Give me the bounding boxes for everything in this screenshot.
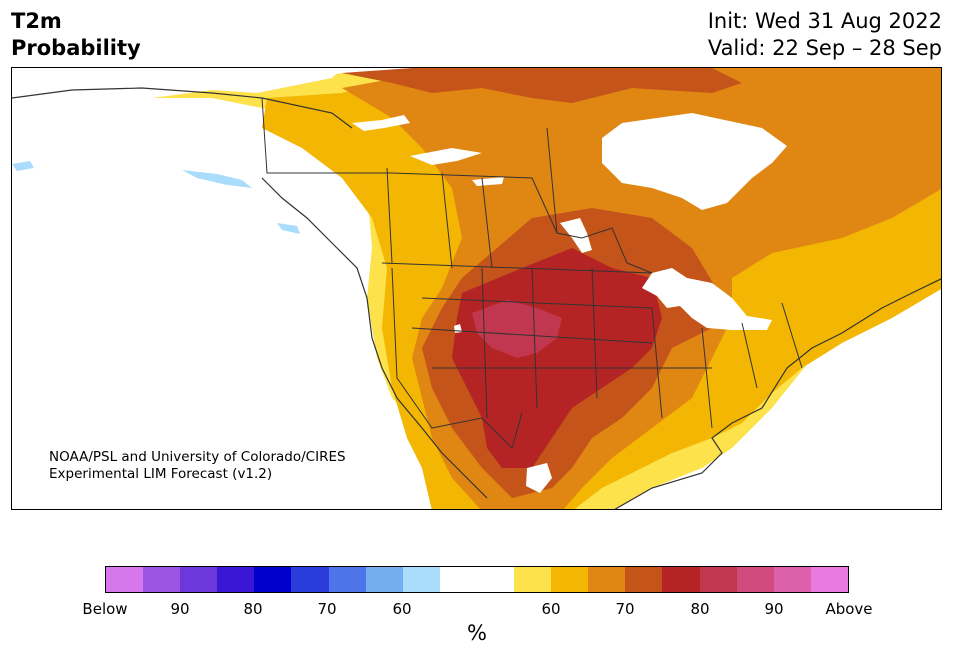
colorbar-segment [439,567,477,592]
colorbar-segment [106,567,144,592]
great-lakes [642,268,772,330]
colorbar-segment [476,567,515,592]
colorbar-tick-label: 60 [392,600,412,618]
great-slave-lake [410,148,482,165]
figure-title: T2m Probability [11,8,141,62]
credit-line-1: NOAA/PSL and University of Colorado/CIRE… [49,449,346,465]
hudson-bay [602,113,787,210]
colorbar-segment [514,567,552,592]
colorbar-tick-label: 90 [170,600,190,618]
valid-range: Valid: 22 Sep – 28 Sep [707,36,942,60]
colorbar-segment [551,567,589,592]
colorbar-segment [736,567,774,592]
colorbar-tick-label: 80 [690,600,710,618]
colorbar-segment [662,567,700,592]
colorbar-tick-label: 80 [243,600,263,618]
colorbar-segment [217,567,255,592]
colorbar-segment [810,567,848,592]
coastlines [12,87,941,509]
credit-text: NOAA/PSL and University of Colorado/CIRE… [49,449,346,483]
map-canvas [12,68,941,509]
title-line-1: T2m [11,9,62,33]
lake-winnipeg [560,218,592,253]
colorbar-segment [365,567,403,592]
colorbar-segment [625,567,663,592]
colorbar-tick-label: 60 [541,600,561,618]
lake-athabasca [472,177,504,186]
colorbar-segment [254,567,292,592]
credit-line-2: Experimental LIM Forecast (v1.2) [49,466,273,482]
region-95-97 [472,300,562,358]
colorbar-segment [143,567,181,592]
init-date: Init: Wed 31 Aug 2022 [707,9,942,33]
colorbar-unit: % [467,621,487,645]
colorbar-tick-label: Below [82,600,128,618]
colorbar-segment [588,567,626,592]
region-below-60-alaska [182,170,252,188]
great-bear-lake [352,115,410,131]
colorbar-tick-label: 70 [615,600,635,618]
colorbar-segment [291,567,329,592]
gulf-white-spot [526,463,552,493]
region-neutral-west [12,68,487,509]
colorbar-segment [402,567,440,592]
political-borders [261,97,803,449]
colorbar-segment [180,567,218,592]
colorbar [105,566,849,593]
colorbar-segment [699,567,737,592]
colorbar-segment [328,567,366,592]
colorbar-segment [773,567,811,592]
title-line-2: Probability [11,36,141,60]
probability-map [11,67,942,510]
region-neutral-ocean-east [615,283,941,509]
colorbar-tick-label: 90 [764,600,784,618]
colorbar-tick-label: 70 [317,600,337,618]
colorbar-tick-label: Above [825,600,873,618]
forecast-dates: Init: Wed 31 Aug 2022 Valid: 22 Sep – 28… [708,8,942,62]
